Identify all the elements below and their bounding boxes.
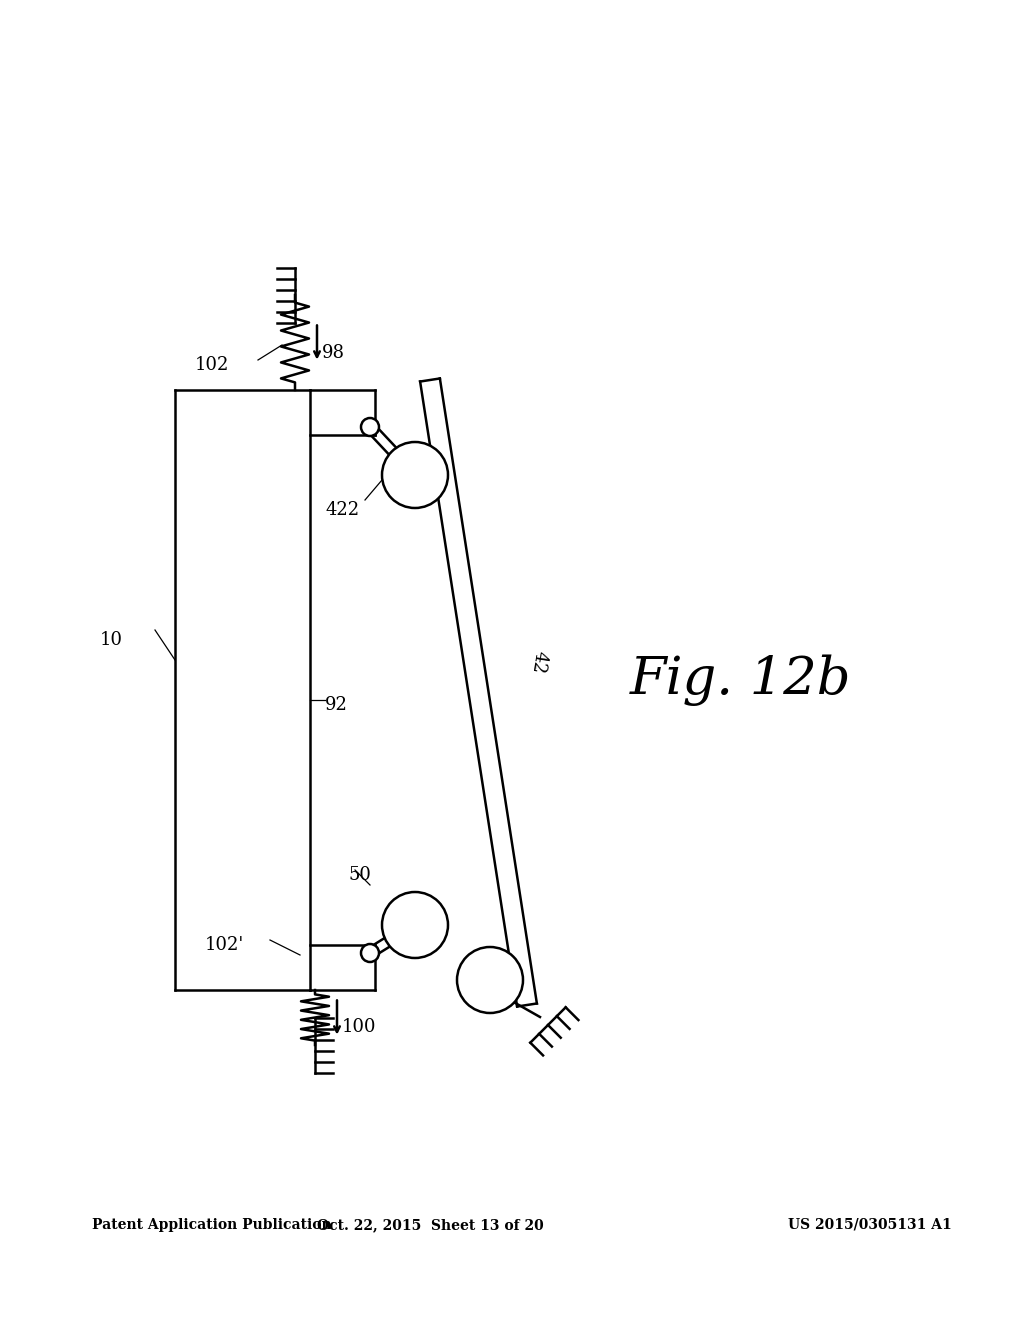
Text: 42: 42 [528,649,550,675]
Text: 100: 100 [342,1019,377,1036]
Circle shape [457,946,523,1012]
Text: 102: 102 [195,356,229,374]
Text: 422: 422 [325,502,359,519]
Circle shape [361,944,379,962]
Text: 92: 92 [325,696,348,714]
Text: 98: 98 [322,343,345,362]
Circle shape [382,892,449,958]
Circle shape [361,418,379,436]
Text: Patent Application Publication: Patent Application Publication [92,1218,332,1232]
Text: 50: 50 [348,866,371,884]
Text: US 2015/0305131 A1: US 2015/0305131 A1 [788,1218,952,1232]
Text: 10: 10 [100,631,123,649]
Text: 102': 102' [205,936,245,954]
Circle shape [382,442,449,508]
Text: Fig. 12b: Fig. 12b [630,655,852,706]
Text: Oct. 22, 2015  Sheet 13 of 20: Oct. 22, 2015 Sheet 13 of 20 [316,1218,544,1232]
